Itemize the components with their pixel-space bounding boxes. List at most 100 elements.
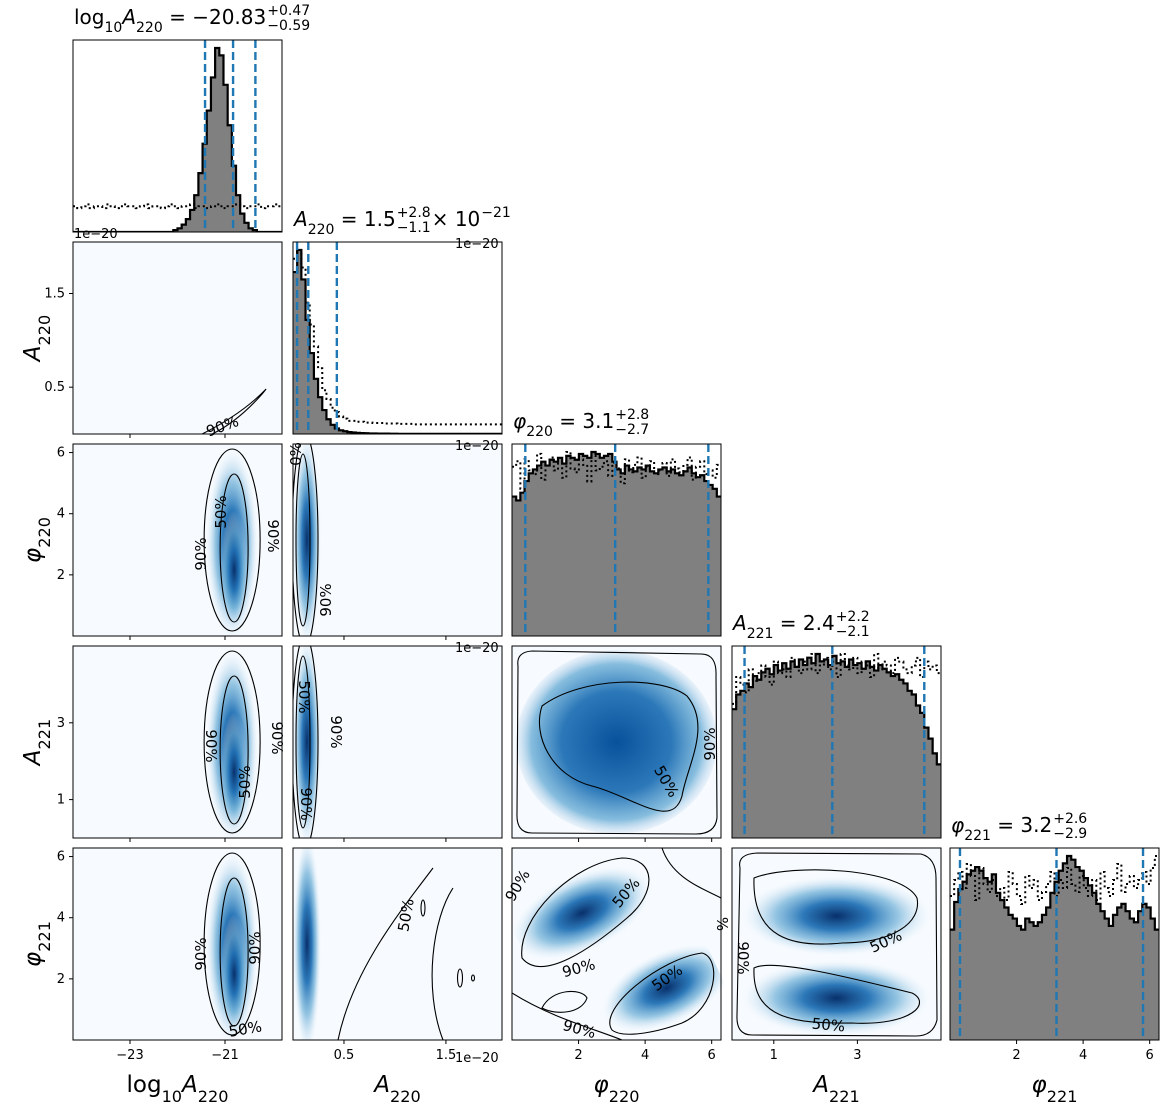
- label-part: 221: [829, 1087, 860, 1106]
- density-blob: [516, 650, 717, 834]
- x-tick-label: −23: [116, 1048, 143, 1063]
- x-tick-label: −21: [211, 1048, 238, 1063]
- posterior-histogram: [73, 48, 282, 232]
- panel-frame: [511, 847, 722, 1041]
- label-part: φ: [1032, 1072, 1047, 1098]
- label-part: 10: [162, 1087, 182, 1106]
- x-tick-label: 2: [1012, 1048, 1020, 1063]
- contour-line: [219, 473, 249, 623]
- panel-background: [293, 242, 502, 434]
- label-part: A: [292, 207, 308, 231]
- title-minus-error: −2.7: [615, 422, 649, 438]
- title-minus-error: −1.1: [397, 220, 431, 236]
- contour-line: [219, 675, 249, 825]
- label-part: = 3.1: [553, 409, 614, 433]
- contour-label: 90%: [246, 931, 264, 964]
- x-tick-label: 6: [1146, 1048, 1154, 1063]
- contour-line: [609, 952, 715, 1035]
- label-part: = 3.2: [991, 813, 1052, 837]
- contour-label: 90%: [701, 727, 719, 760]
- contour-line: [753, 869, 919, 945]
- title-plus-error: +2.8: [397, 205, 431, 221]
- density-blob: [293, 444, 321, 636]
- y-tick-label: 4: [57, 507, 65, 522]
- posterior-histogram: [512, 452, 721, 636]
- label-part: 221: [747, 626, 774, 642]
- contour-label: 90%: [202, 729, 220, 762]
- y-tick-label: 6: [57, 446, 65, 461]
- offset-label: 1e−20: [455, 1051, 499, 1066]
- contour-label: 90%: [297, 787, 315, 820]
- x-tick-label: 4: [1079, 1048, 1087, 1063]
- x-tick-label: 4: [641, 1048, 649, 1063]
- contour-label: 90%: [268, 721, 286, 754]
- panel-background: [73, 242, 282, 434]
- contour-line: [203, 852, 261, 1036]
- panel-frame: [72, 241, 283, 435]
- density-blob: [220, 914, 249, 1034]
- contour-line: [753, 964, 920, 1024]
- contour-line: [512, 992, 623, 1040]
- contour-label: 90%: [734, 941, 752, 974]
- panel-title: φ220 = 3.1: [513, 409, 614, 440]
- panel-frame: [731, 847, 942, 1041]
- label-part: A: [20, 345, 46, 363]
- prior-histogram: [512, 451, 721, 490]
- x-axis-label: A220: [372, 1072, 420, 1106]
- label-part: 220: [198, 1087, 229, 1106]
- label-part: 220: [35, 315, 54, 346]
- contour-line: [293, 646, 319, 838]
- density-blob: [293, 848, 321, 1040]
- title-minus-error: −2.9: [1053, 826, 1087, 842]
- x-tick-label: 3: [853, 1048, 861, 1063]
- contour-line: [538, 681, 699, 812]
- y-tick-label: 4: [57, 911, 65, 926]
- panel-title: φ221 = 3.2: [951, 813, 1052, 844]
- posterior-histogram: [293, 250, 502, 434]
- prior-histogram: [293, 249, 502, 426]
- panel-frame: [72, 847, 283, 1041]
- panel-frame: [292, 443, 503, 637]
- label-part: φ: [594, 1072, 609, 1098]
- contour-line: [516, 650, 718, 835]
- label-part: A: [120, 5, 136, 29]
- y-tick-label: 6: [57, 850, 65, 865]
- density-blob: [742, 876, 931, 956]
- title-minus-error: −0.59: [267, 18, 310, 34]
- contour-label: 50%: [295, 680, 313, 713]
- label-part: 220: [390, 1087, 421, 1106]
- contour-line: [470, 974, 476, 982]
- panel-frame: [731, 645, 942, 839]
- panel-title: A220 = 1.5: [292, 207, 396, 238]
- contour-line: [219, 877, 249, 1027]
- density-blob: [742, 960, 931, 1036]
- panel-frame: [292, 847, 503, 1041]
- density-blob: [220, 712, 249, 832]
- contour-label: 90%: [264, 519, 282, 552]
- contour-label: 50%: [811, 1015, 846, 1036]
- x-tick-label: 2: [574, 1048, 582, 1063]
- panel-frame: [292, 645, 503, 839]
- label-part: A: [20, 749, 46, 767]
- label-part: = −20.83: [163, 5, 267, 29]
- contour-label: 90%: [317, 583, 335, 616]
- posterior-histogram-edge: [732, 652, 941, 766]
- contour-line: [203, 448, 261, 632]
- y-tick-label: 1: [57, 793, 65, 808]
- panel-frame: [72, 645, 283, 839]
- contour-label: 90%: [327, 715, 345, 748]
- label-part: A: [372, 1072, 390, 1098]
- label-part: A: [180, 1072, 198, 1098]
- posterior-histogram-edge: [950, 854, 1159, 931]
- contour-label: 0%: [287, 442, 305, 466]
- label-part: 220: [308, 222, 335, 238]
- panel-background: [293, 444, 502, 636]
- posterior-histogram: [732, 654, 941, 838]
- label-part: φ: [20, 548, 46, 563]
- panel-frame: [949, 847, 1160, 1041]
- y-axis-label: A220: [20, 315, 54, 363]
- panel-background: [293, 848, 502, 1040]
- label-part: φ: [513, 409, 526, 433]
- label-part: 221: [964, 828, 991, 844]
- contour-label: 50%: [236, 765, 254, 798]
